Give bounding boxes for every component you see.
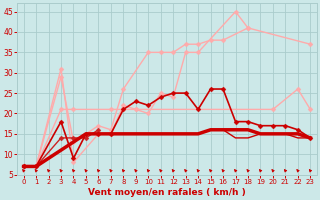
X-axis label: Vent moyen/en rafales ( km/h ): Vent moyen/en rafales ( km/h ) [88,188,246,197]
